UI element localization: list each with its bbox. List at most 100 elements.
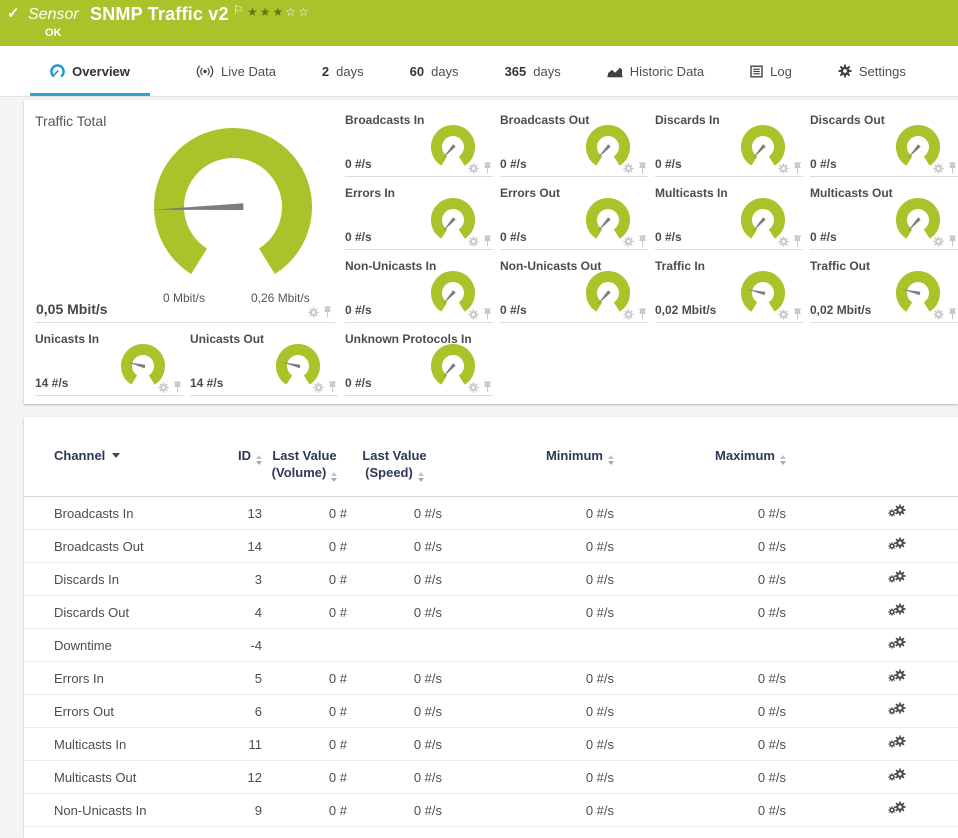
channel-settings-icon[interactable]	[888, 569, 906, 586]
channel-name[interactable]: Errors Out	[24, 694, 214, 728]
gauge-settings-icon[interactable]	[933, 163, 944, 174]
gauge-settings-icon[interactable]	[933, 236, 944, 247]
gauge-pin-icon[interactable]	[483, 162, 492, 174]
gauge-icon	[50, 63, 65, 79]
gauge-card-discards-out: Discards Out 0 #/s	[810, 113, 958, 177]
channel-name[interactable]: Non-Unicasts In	[24, 793, 214, 827]
gauge-pin-icon[interactable]	[323, 306, 332, 318]
gauge-pin-icon[interactable]	[638, 308, 647, 320]
channel-name[interactable]: Downtime	[24, 628, 214, 662]
tab-live-data[interactable]: Live Data	[196, 46, 276, 96]
column-header-minimum[interactable]: Minimum	[442, 447, 614, 497]
gauge-pin-icon[interactable]	[483, 381, 492, 393]
tab-365-days[interactable]: 365 days	[505, 46, 561, 96]
gauge-card-actions	[468, 381, 492, 393]
column-header-id[interactable]: ID	[214, 447, 262, 497]
channel-settings-icon[interactable]	[888, 701, 906, 718]
column-header-last-value-volume[interactable]: Last Value (Volume)	[262, 447, 347, 497]
table-row-discards-in[interactable]: Discards In 3 0 #0 #/s 0 #/s 0 #/s	[24, 562, 958, 596]
tab-overview[interactable]: Overview	[30, 46, 150, 96]
gauge-settings-icon[interactable]	[778, 163, 789, 174]
channel-settings-icon[interactable]	[888, 767, 906, 784]
sort-arrows-icon[interactable]	[331, 472, 338, 482]
gauge-settings-icon[interactable]	[778, 236, 789, 247]
table-row-multicasts-out[interactable]: Multicasts Out 12 0 #0 #/s 0 #/s 0 #/s	[24, 760, 958, 794]
last-value-volume	[262, 628, 347, 662]
priority-star-icon[interactable]: ★	[247, 5, 260, 19]
gauge-pin-icon[interactable]	[328, 381, 337, 393]
sort-arrows-icon[interactable]	[780, 455, 786, 465]
table-row-discards-out[interactable]: Discards Out 4 0 #0 #/s 0 #/s 0 #/s	[24, 595, 958, 629]
tab-60-days[interactable]: 60 days	[410, 46, 459, 96]
gauge-settings-icon[interactable]	[468, 382, 479, 393]
priority-star-icon[interactable]: ☆	[298, 5, 311, 19]
priority-star-icon[interactable]: ☆	[285, 5, 299, 19]
channel-settings-icon[interactable]	[888, 602, 906, 619]
gauge-settings-icon[interactable]	[468, 163, 479, 174]
table-row-downtime[interactable]: Downtime -4	[24, 628, 958, 662]
gauge-pin-icon[interactable]	[793, 308, 802, 320]
priority-star-icon[interactable]: ★	[259, 5, 273, 19]
gauge-card-actions	[933, 235, 957, 247]
channel-name[interactable]: Multicasts Out	[24, 760, 214, 794]
channel-name[interactable]: Discards Out	[24, 595, 214, 629]
tab-settings[interactable]: Settings	[838, 46, 906, 96]
gauge-pin-icon[interactable]	[483, 235, 492, 247]
table-row-multicasts-in[interactable]: Multicasts In 11 0 #0 #/s 0 #/s 0 #/s	[24, 727, 958, 761]
column-header-last-value-speed[interactable]: Last Value (Speed)	[347, 447, 442, 497]
channel-settings-icon[interactable]	[888, 635, 906, 652]
channel-settings-icon[interactable]	[888, 734, 906, 751]
gauge-settings-icon[interactable]	[778, 309, 789, 320]
channel-settings-icon[interactable]	[888, 536, 906, 553]
gauge-settings-icon[interactable]	[468, 236, 479, 247]
gauge-settings-icon[interactable]	[158, 382, 169, 393]
last-value-volume: 0 #	[262, 694, 347, 728]
gauge-settings-icon[interactable]	[313, 382, 324, 393]
channel-name[interactable]: Errors In	[24, 661, 214, 695]
gauge-pin-icon[interactable]	[638, 235, 647, 247]
gauge-title: Non-Unicasts Out	[500, 259, 602, 273]
channel-settings-icon[interactable]	[888, 503, 906, 520]
column-header-channel[interactable]: Channel	[24, 447, 214, 497]
gauge-settings-icon[interactable]	[308, 307, 319, 318]
channel-settings-icon[interactable]	[888, 668, 906, 685]
column-header-maximum[interactable]: Maximum	[614, 447, 786, 497]
channel-settings-icon[interactable]	[888, 800, 906, 817]
channel-name[interactable]: Broadcasts Out	[24, 529, 214, 563]
sort-arrows-icon[interactable]	[608, 455, 614, 465]
channel-name[interactable]: Multicasts In	[24, 727, 214, 761]
gauge-settings-icon[interactable]	[933, 309, 944, 320]
gauge-pin-icon[interactable]	[173, 381, 182, 393]
gauge-settings-icon[interactable]	[623, 236, 634, 247]
tab-historic-data[interactable]: Historic Data	[607, 46, 704, 96]
channel-name[interactable]: Discards In	[24, 562, 214, 596]
table-row-broadcasts-out[interactable]: Broadcasts Out 14 0 #0 #/s 0 #/s 0 #/s	[24, 529, 958, 563]
gauge-pin-icon[interactable]	[793, 162, 802, 174]
sort-arrows-icon[interactable]	[417, 472, 424, 482]
table-row-errors-out[interactable]: Errors Out 6 0 #0 #/s 0 #/s 0 #/s	[24, 694, 958, 728]
table-row-broadcasts-in[interactable]: Broadcasts In 13 0 #0 #/s 0 #/s 0 #/s	[24, 496, 958, 530]
gauge-settings-icon[interactable]	[623, 309, 634, 320]
priority-star-icon[interactable]: ★	[272, 5, 286, 19]
gauge-pin-icon[interactable]	[948, 235, 957, 247]
gauge-card-actions	[468, 235, 492, 247]
last-value-speed: 0 #/s	[347, 529, 442, 563]
gauge-title: Discards In	[655, 113, 720, 127]
table-row-errors-in[interactable]: Errors In 5 0 #0 #/s 0 #/s 0 #/s	[24, 661, 958, 695]
table-row-non-unicasts-in[interactable]: Non-Unicasts In 9 0 #0 #/s 0 #/s 0 #/s	[24, 793, 958, 827]
gauge-pin-icon[interactable]	[638, 162, 647, 174]
gauge-settings-icon[interactable]	[468, 309, 479, 320]
tab-2-days[interactable]: 2 days	[322, 46, 364, 96]
gauge-pin-icon[interactable]	[948, 308, 957, 320]
gauge-pin-icon[interactable]	[483, 308, 492, 320]
gauge-pin-icon[interactable]	[948, 162, 957, 174]
gauge-pin-icon[interactable]	[793, 235, 802, 247]
priority-stars[interactable]: ★★★☆☆	[247, 5, 311, 19]
tab-log[interactable]: Log	[750, 46, 792, 96]
channel-name[interactable]: Broadcasts In	[24, 496, 214, 530]
sort-arrows-icon[interactable]	[256, 455, 262, 465]
channel-id: 3	[214, 562, 262, 596]
traffic-total-gauge	[153, 127, 313, 292]
gauge-settings-icon[interactable]	[623, 163, 634, 174]
gauge-card-actions	[778, 308, 802, 320]
